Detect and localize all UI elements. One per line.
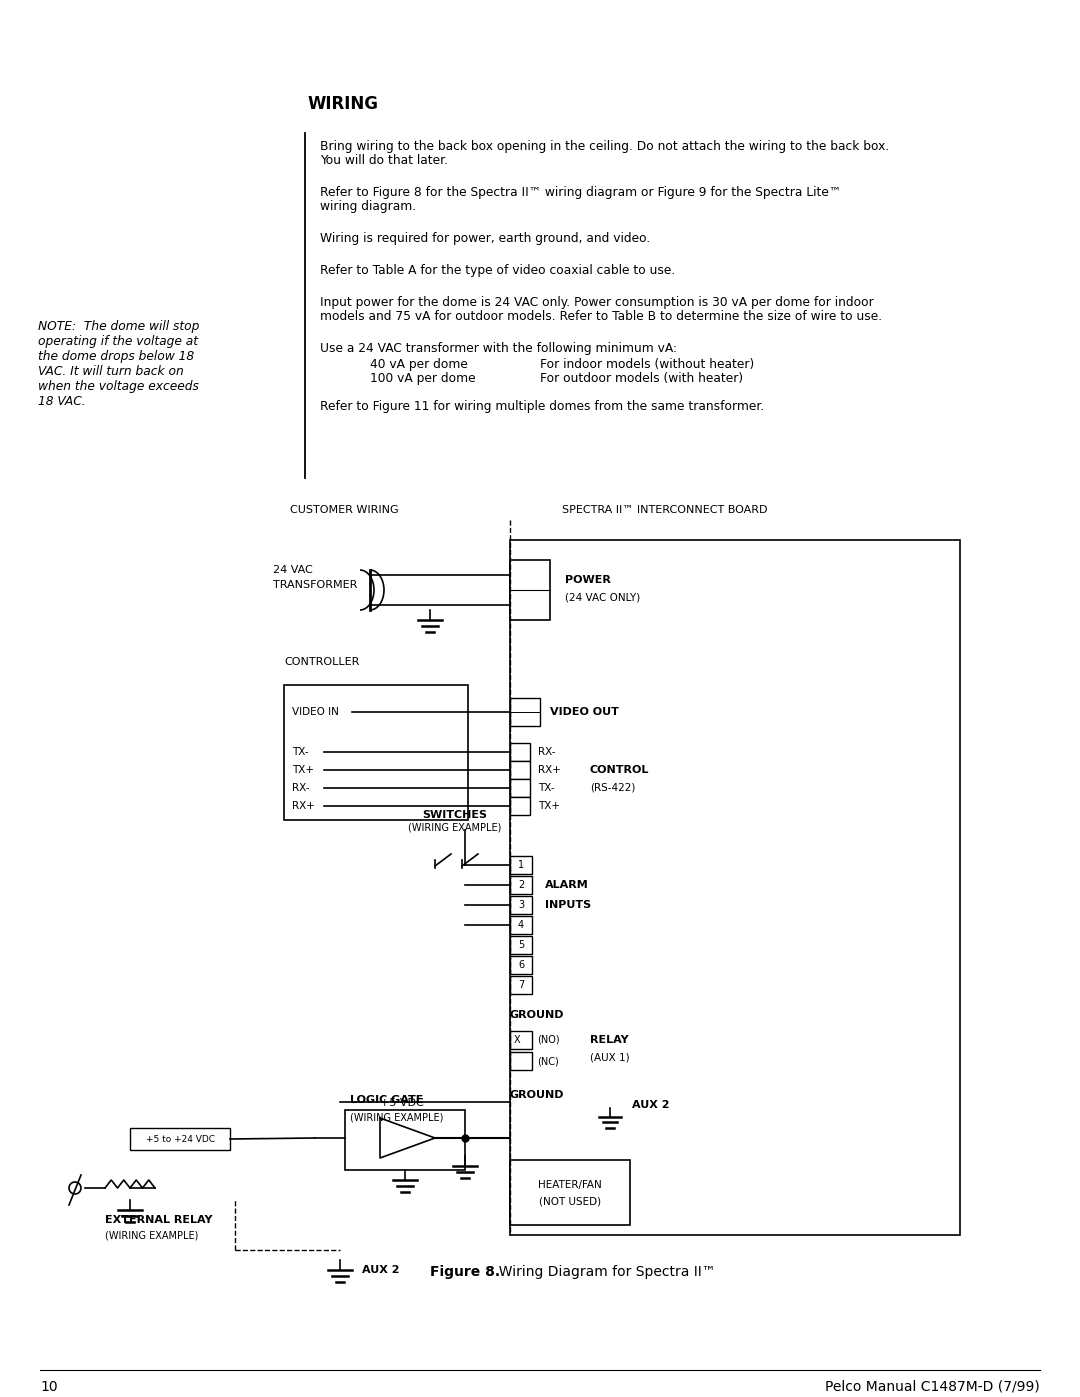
Bar [510, 761, 530, 780]
Text: wiring diagram.: wiring diagram. [320, 200, 416, 212]
Text: TX+: TX+ [538, 800, 561, 812]
Text: Input power for the dome is 24 VAC only. Power consumption is 30 vA per dome for: Input power for the dome is 24 VAC only.… [320, 296, 874, 309]
Text: 5: 5 [518, 940, 524, 950]
Text: RX-: RX- [292, 782, 310, 793]
Text: TX-: TX- [292, 747, 309, 757]
Bar [510, 743, 530, 761]
Text: (WIRING EXAMPLE): (WIRING EXAMPLE) [408, 821, 502, 833]
Text: 100 vA per dome: 100 vA per dome [370, 372, 475, 386]
Text: VAC. It will turn back on: VAC. It will turn back on [38, 365, 184, 379]
Text: 6: 6 [518, 960, 524, 970]
Text: (AUX 1): (AUX 1) [590, 1053, 630, 1063]
Text: CONTROLLER: CONTROLLER [284, 657, 360, 666]
Text: CONTROL: CONTROL [590, 766, 649, 775]
Text: RELAY: RELAY [590, 1035, 629, 1045]
Text: RX-: RX- [538, 747, 555, 757]
Text: 4: 4 [518, 921, 524, 930]
Text: +5 to +24 VDC: +5 to +24 VDC [146, 1134, 215, 1144]
Text: GROUND: GROUND [510, 1010, 565, 1020]
Text: SPECTRA II™ INTERCONNECT BOARD: SPECTRA II™ INTERCONNECT BOARD [562, 504, 768, 515]
Bar [510, 895, 532, 914]
Text: ALARM: ALARM [545, 880, 589, 890]
Text: the dome drops below 18: the dome drops below 18 [38, 351, 194, 363]
Text: HEATER/FAN: HEATER/FAN [538, 1180, 602, 1190]
Text: (NC): (NC) [537, 1056, 558, 1066]
Text: Refer to Figure 8 for the Spectra II™ wiring diagram or Figure 9 for the Spectra: Refer to Figure 8 for the Spectra II™ wi… [320, 186, 841, 198]
Bar [510, 1031, 532, 1049]
Text: VIDEO IN: VIDEO IN [292, 707, 339, 717]
Text: Figure 8.: Figure 8. [430, 1266, 500, 1280]
Text: 7: 7 [518, 981, 524, 990]
Bar [284, 685, 468, 820]
Bar [130, 1127, 230, 1150]
Bar [510, 1160, 630, 1225]
Text: Bring wiring to the back box opening in the ceiling. Do not attach the wiring to: Bring wiring to the back box opening in … [320, 140, 889, 154]
Text: (WIRING EXAMPLE): (WIRING EXAMPLE) [105, 1229, 199, 1241]
Bar [510, 780, 530, 798]
Text: For indoor models (without heater): For indoor models (without heater) [540, 358, 754, 372]
Text: LOGIC GATE: LOGIC GATE [350, 1095, 423, 1105]
Bar [510, 798, 530, 814]
Text: 40 vA per dome: 40 vA per dome [370, 358, 468, 372]
Bar [510, 936, 532, 954]
Bar [510, 698, 540, 726]
Text: TX+: TX+ [292, 766, 314, 775]
Text: X: X [514, 1035, 521, 1045]
Text: AUX 2: AUX 2 [362, 1266, 400, 1275]
Text: Wiring Diagram for Spectra II™: Wiring Diagram for Spectra II™ [490, 1266, 716, 1280]
Text: Refer to Table A for the type of video coaxial cable to use.: Refer to Table A for the type of video c… [320, 264, 675, 277]
Text: You will do that later.: You will do that later. [320, 154, 448, 168]
Text: INPUTS: INPUTS [545, 900, 591, 909]
Text: (NO): (NO) [537, 1035, 559, 1045]
Text: For outdoor models (with heater): For outdoor models (with heater) [540, 372, 743, 386]
Text: (WIRING EXAMPLE): (WIRING EXAMPLE) [350, 1113, 444, 1123]
Text: CUSTOMER WIRING: CUSTOMER WIRING [291, 504, 399, 515]
Text: 18 VAC.: 18 VAC. [38, 395, 85, 408]
Text: EXTERNAL RELAY: EXTERNAL RELAY [105, 1215, 213, 1225]
Bar [510, 560, 550, 620]
Text: models and 75 vA for outdoor models. Refer to Table B to determine the size of w: models and 75 vA for outdoor models. Ref… [320, 310, 882, 323]
Bar [510, 916, 532, 935]
Bar [510, 856, 532, 875]
Bar [345, 1111, 465, 1171]
Bar [510, 977, 532, 995]
Text: when the voltage exceeds: when the voltage exceeds [38, 380, 199, 393]
Text: operating if the voltage at: operating if the voltage at [38, 335, 198, 348]
Text: (NOT USED): (NOT USED) [539, 1197, 602, 1207]
Text: 2: 2 [518, 880, 524, 890]
Text: WIRING: WIRING [308, 95, 379, 113]
Text: RX+: RX+ [292, 800, 315, 812]
Text: AUX 2: AUX 2 [632, 1099, 670, 1111]
Text: Use a 24 VAC transformer with the following minimum vA:: Use a 24 VAC transformer with the follow… [320, 342, 677, 355]
Text: TRANSFORMER: TRANSFORMER [273, 580, 357, 590]
Text: Pelco Manual C1487M-D (7/99): Pelco Manual C1487M-D (7/99) [825, 1380, 1040, 1394]
Text: GROUND: GROUND [510, 1090, 565, 1099]
Text: TX-: TX- [538, 782, 555, 793]
Text: (RS-422): (RS-422) [590, 782, 635, 793]
Text: RX+: RX+ [538, 766, 561, 775]
Text: 3: 3 [518, 900, 524, 909]
Text: Refer to Figure 11 for wiring multiple domes from the same transformer.: Refer to Figure 11 for wiring multiple d… [320, 400, 765, 414]
Text: (24 VAC ONLY): (24 VAC ONLY) [565, 592, 640, 602]
Text: 1: 1 [518, 861, 524, 870]
Bar [510, 541, 960, 1235]
Text: NOTE:  The dome will stop: NOTE: The dome will stop [38, 320, 200, 332]
Text: +5 VDC: +5 VDC [380, 1098, 423, 1108]
Text: POWER: POWER [565, 576, 611, 585]
Text: SWITCHES: SWITCHES [422, 810, 487, 820]
Text: 24 VAC: 24 VAC [273, 564, 313, 576]
Bar [510, 876, 532, 894]
Text: 10: 10 [40, 1380, 57, 1394]
Bar [510, 1052, 532, 1070]
Text: Wiring is required for power, earth ground, and video.: Wiring is required for power, earth grou… [320, 232, 650, 244]
Bar [510, 956, 532, 974]
Text: VIDEO OUT: VIDEO OUT [550, 707, 619, 717]
